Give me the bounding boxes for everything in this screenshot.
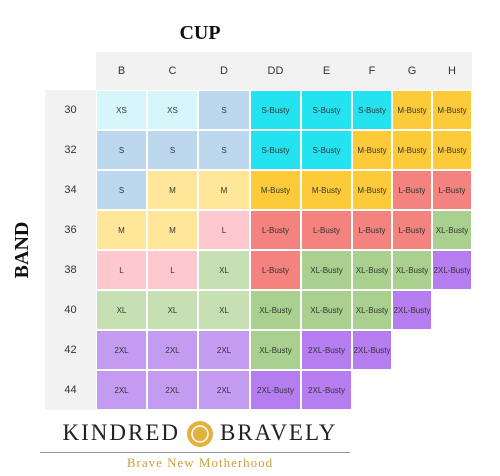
size-cell: 2XL bbox=[198, 330, 250, 370]
size-cell: S bbox=[96, 170, 147, 210]
size-cell: M-Busty bbox=[352, 130, 392, 170]
header-bg bbox=[96, 52, 472, 90]
divider bbox=[40, 452, 350, 453]
size-cell: L-Busty bbox=[392, 170, 432, 210]
size-cell: 2XL-Busty bbox=[392, 290, 432, 330]
cup-title: CUP bbox=[179, 21, 221, 44]
size-cell: XL-Busty bbox=[250, 290, 301, 330]
band-header: 34 bbox=[64, 184, 77, 196]
size-cell: 2XL bbox=[96, 330, 147, 370]
size-cell: XL-Busty bbox=[392, 250, 432, 290]
size-cell: M-Busty bbox=[432, 130, 472, 170]
size-cell: XL bbox=[198, 250, 250, 290]
column-header: E bbox=[322, 65, 331, 77]
size-cell: M bbox=[147, 210, 198, 250]
band-header: 44 bbox=[64, 384, 77, 396]
band-header: 30 bbox=[64, 104, 77, 116]
size-cell: 2XL bbox=[96, 370, 147, 410]
size-cell: XS bbox=[96, 90, 147, 130]
size-cell: M-Busty bbox=[352, 170, 392, 210]
band-header: 32 bbox=[64, 144, 77, 156]
band-column-bg bbox=[45, 90, 96, 410]
size-cell: S-Busty bbox=[250, 90, 301, 130]
column-header: D bbox=[220, 65, 228, 77]
brand-logo bbox=[187, 421, 213, 447]
size-cell: M-Busty bbox=[392, 130, 432, 170]
size-cell: XL-Busty bbox=[250, 330, 301, 370]
column-header: G bbox=[407, 65, 417, 77]
size-cell: S bbox=[147, 130, 198, 170]
size-cell: S bbox=[198, 130, 250, 170]
size-cell: S-Busty bbox=[301, 130, 352, 170]
column-header: C bbox=[168, 65, 177, 77]
size-cell: M-Busty bbox=[301, 170, 352, 210]
size-cell: L-Busty bbox=[301, 210, 352, 250]
column-header: H bbox=[448, 65, 456, 77]
brand-left: KINDRED bbox=[62, 420, 180, 445]
size-cell: M-Busty bbox=[250, 170, 301, 210]
column-header: B bbox=[117, 65, 126, 77]
column-header: F bbox=[368, 65, 376, 77]
size-cell: XS bbox=[147, 90, 198, 130]
size-cell: XL-Busty bbox=[301, 250, 352, 290]
size-cell: XL-Busty bbox=[352, 250, 392, 290]
size-cell: M-Busty bbox=[392, 90, 432, 130]
size-cell: S-Busty bbox=[301, 90, 352, 130]
size-cell: M-Busty bbox=[432, 90, 472, 130]
size-cell: XL bbox=[96, 290, 147, 330]
size-cell: XL bbox=[147, 290, 198, 330]
column-header: DD bbox=[267, 65, 284, 77]
size-cell: XL bbox=[198, 290, 250, 330]
size-cell: XL-Busty bbox=[301, 290, 352, 330]
size-cell: 2XL bbox=[198, 370, 250, 410]
size-cell: 2XL-Busty bbox=[301, 370, 352, 410]
band-header: 40 bbox=[64, 304, 77, 316]
size-cell: M bbox=[96, 210, 147, 250]
size-cell: 2XL-Busty bbox=[432, 250, 472, 290]
size-cell: S-Busty bbox=[250, 130, 301, 170]
size-cell: S bbox=[198, 90, 250, 130]
size-cell: S-Busty bbox=[352, 90, 392, 130]
size-cell: 2XL-Busty bbox=[301, 330, 352, 370]
size-cell: 2XL-Busty bbox=[250, 370, 301, 410]
size-cell: L-Busty bbox=[250, 250, 301, 290]
size-cell: 2XL bbox=[147, 370, 198, 410]
band-header: 42 bbox=[64, 344, 77, 356]
size-cell: S bbox=[96, 130, 147, 170]
size-cell: XL-Busty bbox=[432, 210, 472, 250]
size-cell: M bbox=[198, 170, 250, 210]
size-cell: L bbox=[147, 250, 198, 290]
size-cell: L-Busty bbox=[432, 170, 472, 210]
band-header: 36 bbox=[64, 224, 77, 236]
size-cell: L bbox=[198, 210, 250, 250]
size-cell: L-Busty bbox=[392, 210, 432, 250]
size-cell: 2XL bbox=[147, 330, 198, 370]
size-cell: XL-Busty bbox=[352, 290, 392, 330]
size-cell: L bbox=[96, 250, 147, 290]
band-header: 38 bbox=[64, 264, 77, 276]
size-cell: M bbox=[147, 170, 198, 210]
size-cell: L-Busty bbox=[250, 210, 301, 250]
size-cell: 2XL-Busty bbox=[352, 330, 392, 370]
tagline: Brave New Motherhood bbox=[126, 455, 274, 470]
brand-right: BRAVELY bbox=[220, 420, 338, 445]
band-label: BAND bbox=[10, 221, 33, 279]
size-cell: L-Busty bbox=[352, 210, 392, 250]
